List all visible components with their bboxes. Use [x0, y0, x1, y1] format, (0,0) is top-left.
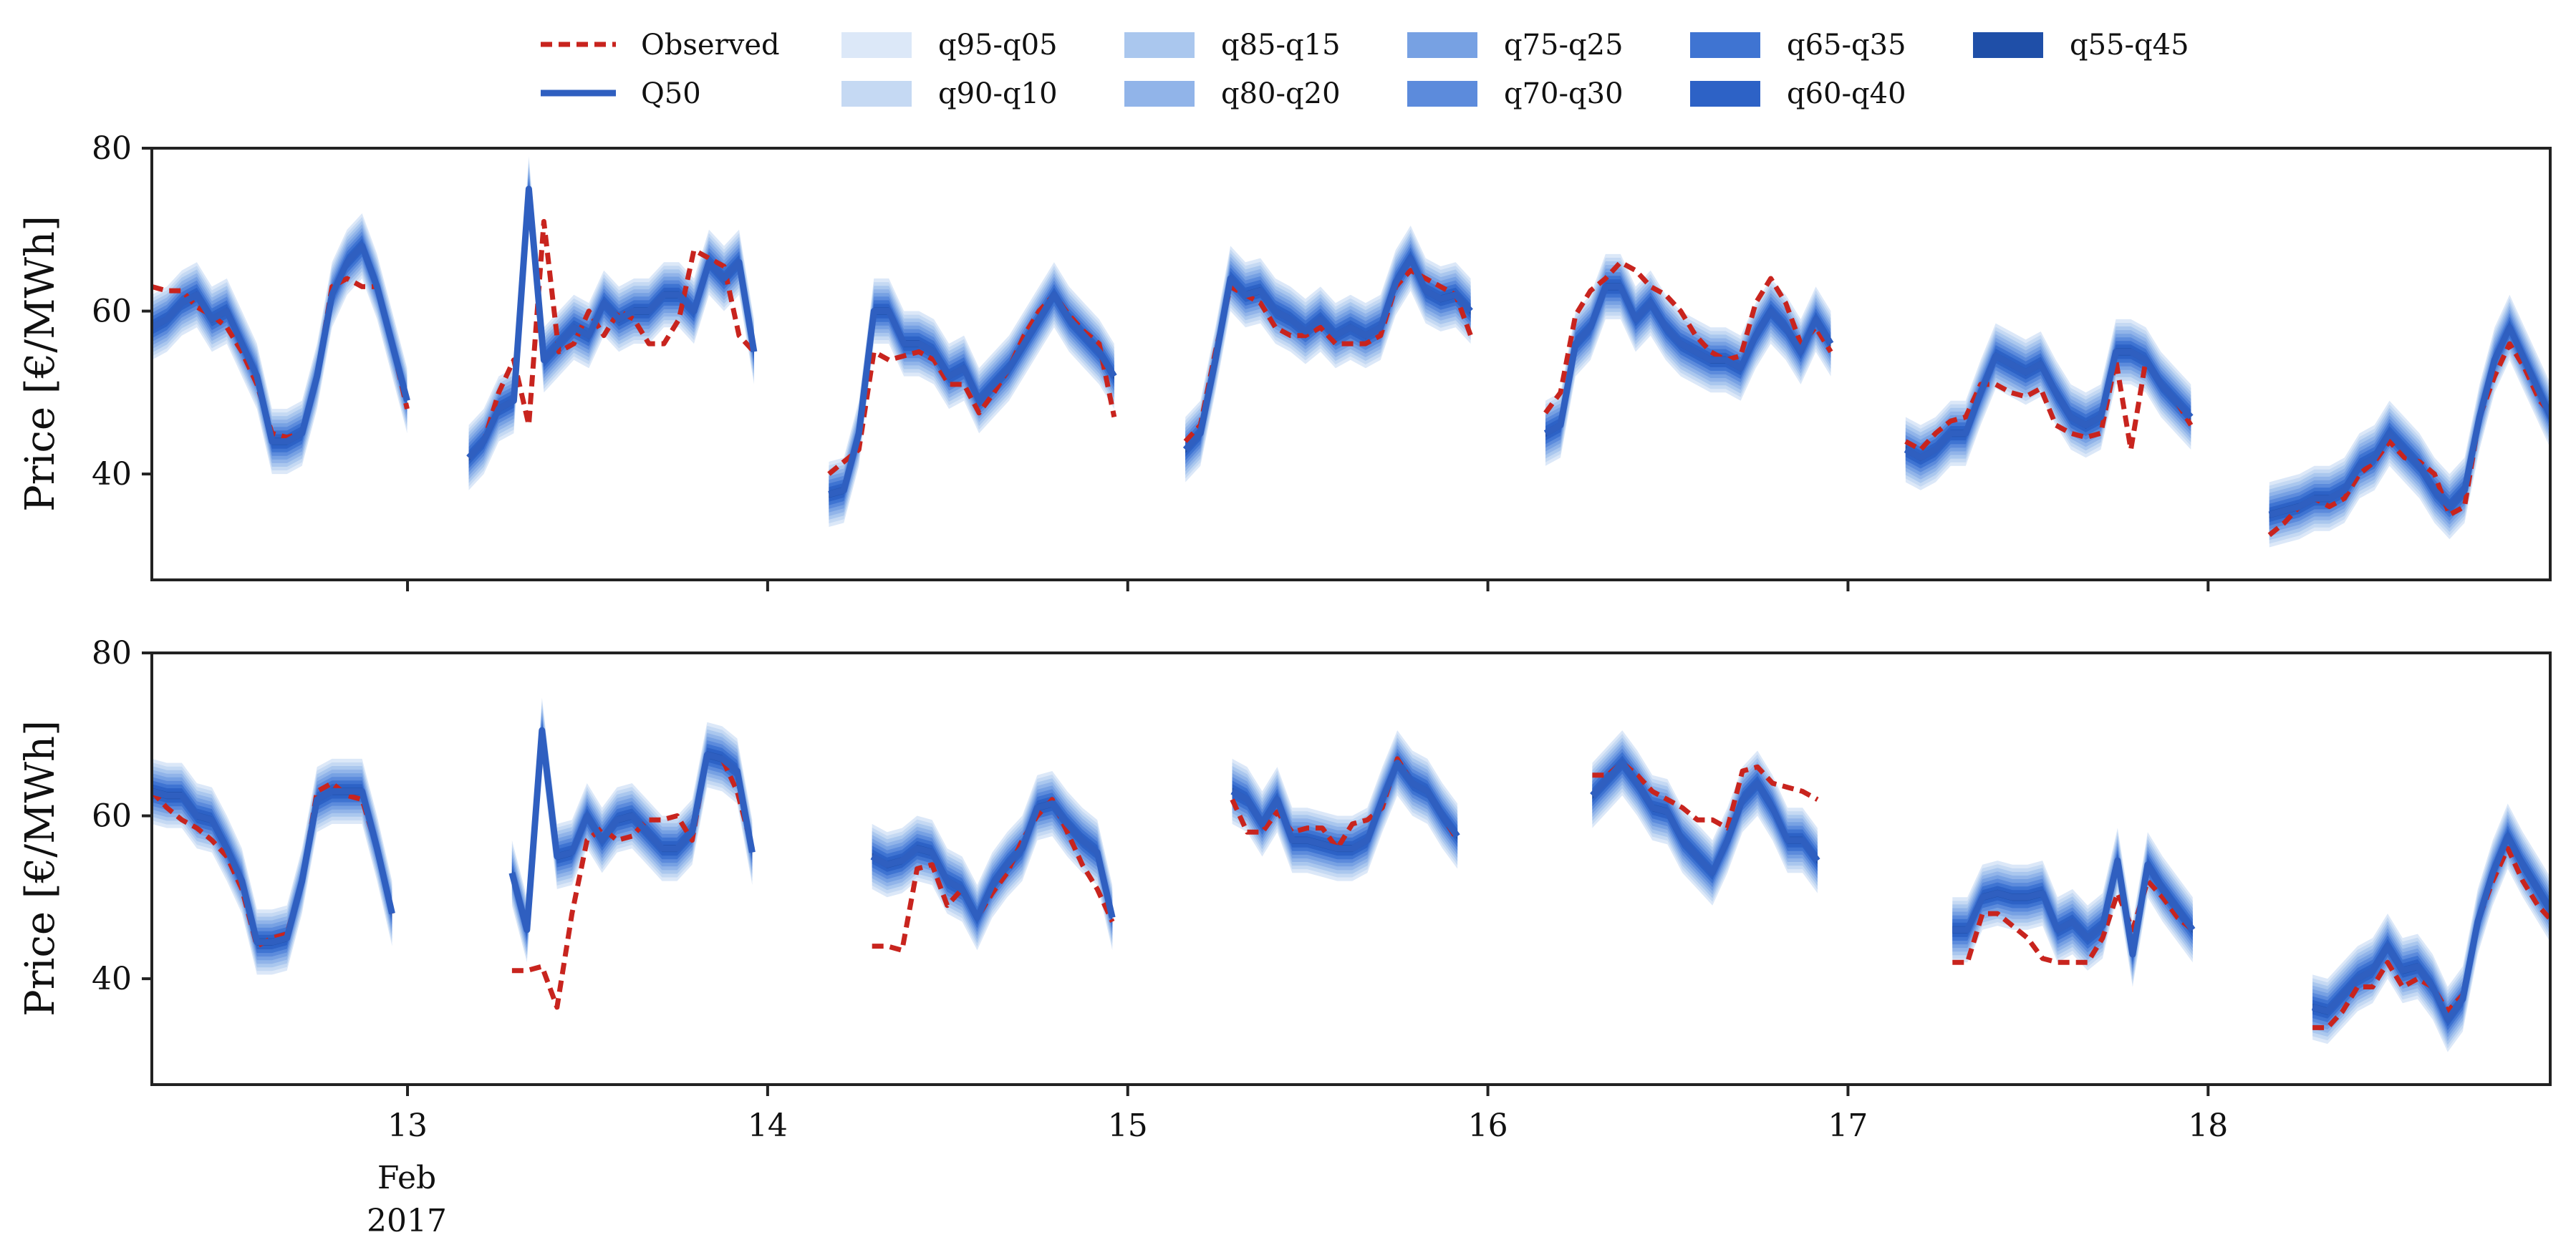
y-tick-label-p1-60: 60	[92, 798, 132, 835]
legend-band-swatch-q80-q20	[1124, 81, 1195, 107]
q50-line-p0-d4	[1543, 283, 1834, 437]
band-q70-q30-p0-d4	[1545, 272, 1831, 448]
legend-band-label-q90-q10: q90-q10	[938, 77, 1058, 110]
q50-line-p0-d5	[1904, 348, 2194, 461]
q50-line-p1-d4	[1590, 760, 1820, 876]
x-tick-label-14: 14	[748, 1108, 788, 1144]
legend-band-label-q75-q25: q75-q25	[1504, 29, 1624, 62]
q50-line-p1-d0	[152, 788, 395, 946]
band-q70-q30-p1-d2	[872, 789, 1113, 932]
x-tick-label-18: 18	[2188, 1108, 2228, 1144]
legend-band-swatch-q60-q40	[1690, 81, 1760, 107]
x-tick-label-15: 15	[1108, 1108, 1148, 1144]
q50-line-p0-d3	[1182, 255, 1473, 452]
band-q70-q30-p1-d1	[511, 715, 753, 945]
band-q60-q40-p0-d6	[2269, 320, 2550, 523]
legend-band-label-q60-q40: q60-q40	[1787, 77, 1906, 110]
x-tick-label-17: 17	[1828, 1108, 1868, 1144]
legend-band-swatch-q95-q05	[841, 32, 912, 58]
q50-line-p1-d5	[1952, 857, 2196, 958]
legend-median-label: Q50	[641, 77, 701, 110]
panel-bottom-frame	[150, 651, 2552, 1086]
q50-line-p0-d0	[152, 243, 410, 445]
band-q65-q35-p0-d3	[1185, 247, 1471, 461]
legend: Observed Q50 q95-q05 q90-q10 q85-q15 q80-q2…	[541, 29, 2189, 110]
panel-top-y-axis-title: Price [€/MWh]	[17, 215, 64, 512]
q50-line-p1-d3	[1230, 760, 1460, 852]
y-tick-label-p1-80: 80	[92, 635, 132, 672]
observed-line-p1-d2	[872, 797, 1115, 953]
legend-band-swatch-q85-q15	[1124, 32, 1195, 58]
legend-band-label-q80-q20: q80-q20	[1221, 77, 1341, 110]
panel-bottom-y-axis-title: Price [€/MWh]	[17, 720, 64, 1017]
observed-line-p1-d5	[1952, 878, 2195, 965]
q50-line-p1-d2	[870, 800, 1116, 921]
observed-line-p0-d0	[152, 276, 410, 440]
panel-top: Price [€/MWh] 40 60 80	[17, 130, 2552, 591]
q50-line-p0-d1	[466, 185, 758, 460]
y-tick-label-p0-60: 60	[92, 294, 132, 330]
x-tick-label-13: 13	[387, 1108, 428, 1144]
x-axis-month-label: Feb	[377, 1160, 436, 1196]
q50-line-p1-d6	[2311, 833, 2550, 1023]
y-tick-label-p1-40: 40	[92, 961, 132, 997]
y-tick-label-p0-80: 80	[92, 130, 132, 167]
legend-band-swatch-q75-q25	[1407, 32, 1477, 58]
q50-line-p0-d2	[828, 291, 1117, 498]
legend-band-label-q55-q45: q55-q45	[2070, 29, 2189, 62]
legend-band-label-q85-q15: q85-q15	[1221, 29, 1341, 62]
legend-band-label-q95-q05: q95-q05	[938, 29, 1058, 62]
observed-line-p0-d3	[1183, 268, 1473, 443]
legend-band-swatch-q65-q35	[1690, 32, 1760, 58]
legend-band-swatch-q70-q30	[1407, 81, 1477, 107]
x-tick-label-16: 16	[1468, 1108, 1508, 1144]
observed-line-p0-d4	[1543, 259, 1833, 415]
q50-line-p0-d6	[2268, 324, 2550, 518]
legend-band-swatch-q55-q45	[1973, 32, 2043, 58]
y-tick-label-p0-40: 40	[92, 456, 132, 493]
legend-band-swatch-q90-q10	[841, 81, 912, 107]
legend-observed-label: Observed	[641, 29, 780, 62]
panel-bottom: Price [€/MWh] 40 60 80 13 14 15 16 17 18	[17, 635, 2552, 1144]
observed-line-p1-d0	[152, 780, 395, 949]
band-q70-q30-p1-d5	[1952, 845, 2193, 969]
panel-top-frame	[150, 147, 2552, 581]
legend-band-label-q65-q35: q65-q35	[1787, 29, 1906, 62]
band-q75-q25-p0-d0	[152, 228, 407, 460]
legend-band-label-q70-q30: q70-q30	[1504, 77, 1624, 110]
x-axis-year-label: 2017	[367, 1203, 447, 1239]
observed-line-p0-d1	[466, 218, 756, 460]
band-q70-q30-p0-d1	[468, 174, 754, 473]
q50-line-p1-d1	[508, 727, 756, 934]
band-q75-q25-p0-d6	[2269, 309, 2550, 533]
observed-line-p0-d5	[1904, 357, 2194, 452]
